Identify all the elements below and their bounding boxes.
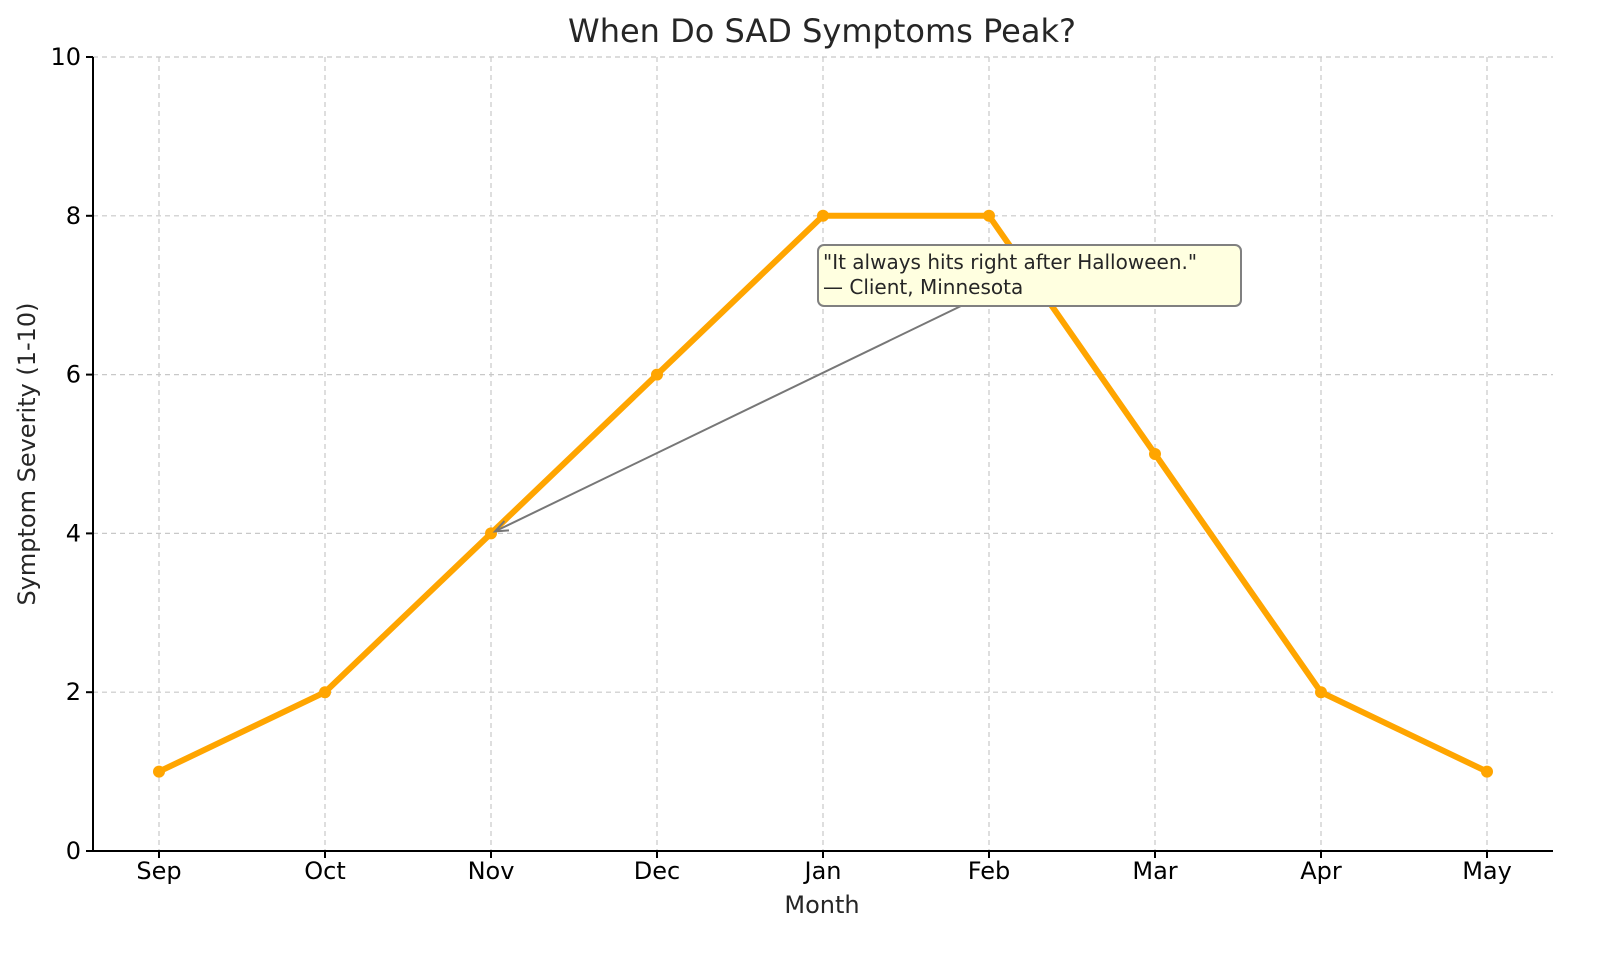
y-tick-label: 0: [66, 837, 81, 865]
x-tick-label: Sep: [136, 857, 181, 885]
y-tick-label: 2: [66, 678, 81, 706]
annotation: "It always hits right after Halloween."—…: [492, 244, 1242, 533]
x-tick-label: Dec: [634, 857, 680, 885]
series-group: [153, 209, 1493, 778]
data-point: [319, 686, 331, 699]
x-tick-label: May: [1462, 857, 1512, 885]
annotation-box: [817, 244, 1242, 307]
grid: [93, 56, 1553, 851]
data-point: [817, 209, 829, 222]
data-point: [983, 209, 995, 222]
annotation-arrow-line: [494, 305, 962, 533]
x-tick-label: Nov: [468, 857, 515, 885]
y-tick-label: 6: [66, 361, 81, 389]
y-tick-label: 4: [66, 519, 81, 547]
x-axis-ticks: Sep Oct Nov Dec Jan Feb Mar Apr May: [136, 851, 1512, 885]
x-axis-label: Month: [784, 891, 859, 919]
y-tick-label: 8: [66, 202, 81, 230]
annotation-text-line: "It always hits right after Halloween.": [823, 250, 1197, 274]
x-tick-label: Oct: [304, 857, 346, 885]
annotation-arrow-head: [492, 520, 510, 533]
x-tick-label: Mar: [1132, 857, 1177, 885]
data-point: [1481, 765, 1493, 778]
data-point: [651, 368, 663, 381]
data-point: [1149, 448, 1161, 460]
y-axis-ticks: 0 2 4 6 8 10: [50, 43, 93, 865]
data-point: [485, 527, 497, 540]
annotation-text-line: — Client, Minnesota: [823, 275, 1023, 299]
y-axis-label: Symptom Severity (1-10): [13, 302, 41, 605]
data-point: [153, 765, 165, 778]
data-point: [1315, 686, 1327, 699]
y-tick-label: 10: [50, 43, 81, 71]
x-tick-label: Jan: [803, 857, 842, 885]
chart-title: When Do SAD Symptoms Peak?: [568, 12, 1076, 50]
x-tick-label: Feb: [968, 857, 1011, 885]
x-tick-label: Apr: [1300, 857, 1342, 885]
